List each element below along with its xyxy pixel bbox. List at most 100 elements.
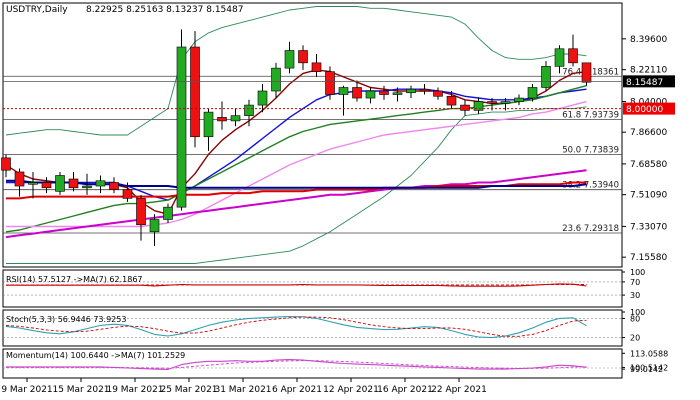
candle-body-41 [554, 48, 565, 67]
candle-body-6 [82, 185, 92, 189]
price-tick-label-1: 8.22110 [630, 66, 667, 76]
candle-16 [217, 101, 227, 130]
candle-31 [419, 83, 430, 95]
candle-body-30 [406, 88, 416, 94]
candle-39 [527, 83, 538, 102]
candle-17 [230, 108, 241, 127]
candle-34 [460, 99, 470, 116]
date-tick-label-1: 15 Mar 2021 [52, 385, 109, 395]
candle-26 [352, 80, 362, 102]
candle-10 [136, 194, 146, 241]
candle-40 [541, 61, 551, 91]
candle-body-31 [419, 88, 430, 92]
candle-body-27 [365, 90, 376, 99]
candle-9 [122, 182, 133, 202]
stoch-axis-tick-label-1: 80 [630, 314, 640, 323]
candle-19 [257, 83, 268, 113]
ma-magenta-line [5, 169, 587, 239]
candle-1 [14, 168, 25, 197]
candle-body-3 [41, 182, 52, 189]
candle-body-39 [527, 87, 538, 99]
candle-30 [406, 85, 416, 99]
candle-4 [55, 171, 65, 195]
mom-axis-tick-label-0: 113.0588 [630, 349, 668, 358]
candle-body-22 [298, 50, 308, 64]
price-tick-label-7: 7.15580 [630, 253, 667, 263]
candle-15 [203, 108, 214, 151]
rsi-panel-frame [2, 269, 623, 308]
candle-29 [392, 87, 403, 102]
bollinger-upper-line [5, 6, 587, 136]
price-tick-label-4: 7.68580 [630, 160, 667, 170]
stoch-axis-tick-label-0: 20 [630, 334, 640, 343]
momentum-lines [3, 359, 622, 370]
candle-42 [568, 34, 578, 67]
date-tick-label-3: 25 Mar 2021 [160, 385, 217, 395]
candle-body-14 [190, 46, 200, 138]
price-tick-label-2: 8.04000 [630, 98, 667, 108]
candle-body-17 [230, 115, 241, 122]
date-tick-label-7: 16 Apr 2021 [377, 385, 433, 395]
candle-32 [433, 87, 443, 100]
date-tick-label-5: 6 Apr 2021 [272, 385, 322, 395]
current-price-tag-bg [623, 75, 675, 88]
ma-pink-line [6, 100, 587, 228]
candle-2 [28, 171, 38, 199]
candle-24 [325, 66, 335, 100]
price-tick-label-6: 7.33070 [630, 222, 667, 232]
candle-body-25 [338, 87, 349, 95]
candle-body-12 [163, 206, 173, 220]
ohlc-readout: 8.22925 8.25163 8.13237 8.15487 [86, 5, 243, 15]
bollinger-lower-line [6, 106, 587, 264]
candle-20 [271, 62, 281, 99]
rsi-lines [3, 281, 622, 296]
date-tick-label-6: 12 Apr 2021 [323, 385, 379, 395]
rsi-axis-tick-label-1: 70 [630, 278, 640, 287]
stoch-content-series-0 [5, 315, 587, 339]
key-level-tag: 8.00000 [623, 102, 675, 115]
bollinger-bands [5, 6, 587, 264]
key-level-tag-label: 8.00000 [626, 105, 663, 115]
candle-7 [95, 175, 106, 194]
rsi-axis-tick-label-2: 100 [630, 268, 645, 277]
date-tick-label-0: 9 Mar 2021 [1, 385, 52, 395]
rsi-title: RSI(14) 57.5127 ->MA(7) 62.1867 [6, 275, 143, 284]
candle-0 [1, 154, 11, 178]
price-panel-frame [2, 2, 623, 268]
mom-content-series-1 [6, 360, 587, 369]
candle-22 [298, 45, 308, 70]
candle-body-21 [284, 50, 295, 69]
candle-body-5 [68, 178, 79, 189]
candle-body-2 [28, 182, 38, 185]
stoch-axis-tick-label-2: 100 [630, 308, 645, 317]
candle-21 [284, 41, 295, 74]
candle-body-11 [149, 219, 160, 233]
stochastic-lines [3, 315, 622, 339]
candle-body-35 [473, 101, 484, 111]
candle-23 [311, 54, 322, 77]
candle-body-38 [514, 97, 524, 102]
candle-35 [473, 98, 484, 114]
mom-axis-tick-label-1: 100.5142 [630, 363, 668, 372]
candle-body-28 [379, 90, 389, 95]
stochastic-panel-frame [2, 309, 623, 347]
candle-body-0 [1, 157, 11, 171]
candle-body-19 [257, 90, 268, 106]
current-price-tag: 8.15487 [623, 75, 675, 88]
candle-body-4 [55, 175, 65, 192]
candle-13 [176, 29, 187, 211]
candle-8 [109, 177, 119, 194]
candle-body-9 [122, 189, 133, 199]
candle-41 [554, 45, 565, 74]
candle-14 [190, 31, 200, 148]
price-tick-label-5: 7.51090 [630, 191, 667, 201]
current-price-tag-label: 8.15487 [626, 78, 663, 88]
rsi-axis-tick-label-0: 30 [630, 291, 640, 300]
candle-38 [514, 94, 524, 106]
candle-27 [365, 87, 376, 104]
candle-body-43 [581, 62, 592, 83]
